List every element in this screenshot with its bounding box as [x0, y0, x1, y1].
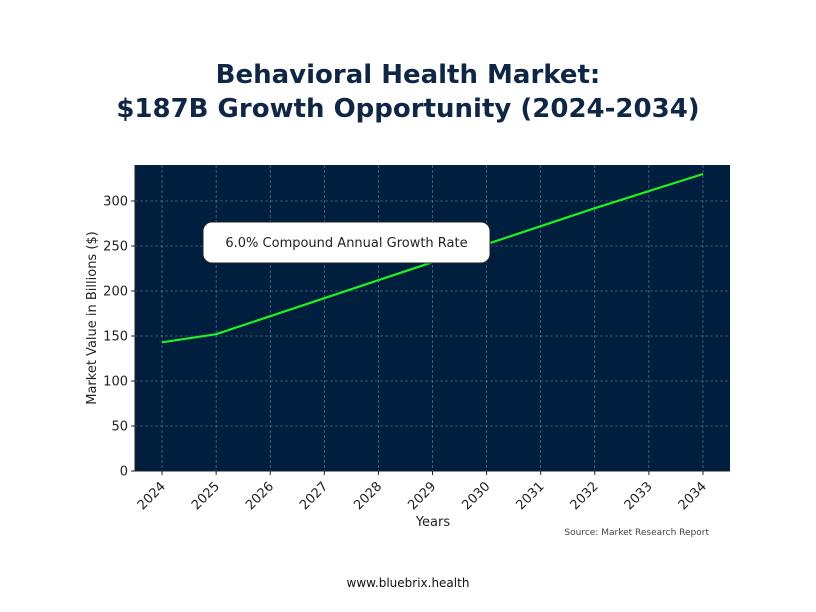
y-ticks: 0 50 100 150 200 250 300 [103, 195, 135, 480]
x-tick-label: 2032 [568, 479, 602, 513]
x-tick-label: 2030 [459, 479, 493, 513]
x-axis-label: Years [415, 515, 451, 530]
x-tick-label: 2025 [189, 479, 223, 513]
source-note: Source: Market Research Report [564, 528, 709, 538]
chart-title-line1: Behavioral Health Market: [215, 60, 601, 90]
x-ticks: 2024 2025 2026 2027 2028 2029 2030 2031 2032 2033… [135, 471, 710, 513]
y-tick-label: 200 [103, 285, 128, 300]
x-tick-label: 2026 [243, 479, 277, 513]
annotation-box [202, 221, 491, 264]
x-tick-label: 2028 [351, 479, 385, 513]
x-tick-label: 2027 [297, 479, 331, 513]
x-tick-label: 2031 [514, 479, 548, 513]
y-tick-label: 300 [103, 195, 128, 210]
y-axis-label: Market Value in Billions ($) [85, 231, 100, 405]
x-tick-label: 2034 [676, 479, 710, 513]
y-tick-label: 100 [103, 375, 128, 390]
grid-lines [135, 165, 730, 471]
footer-url: www.bluebrix.health [346, 576, 470, 590]
chart-title-line2: $187B Growth Opportunity (2024-2034) [116, 94, 700, 124]
x-tick-label: 2024 [135, 479, 169, 513]
y-tick-label: 250 [103, 240, 128, 255]
x-tick-label: 2029 [405, 479, 439, 513]
y-tick-label: 150 [103, 330, 128, 345]
y-tick-label: 0 [120, 465, 128, 480]
annotation-text: 6.0% Compound Annual Growth Rate [225, 236, 467, 251]
x-tick-label: 2033 [622, 479, 656, 513]
chart-title: Behavioral Health Market: $187B Growth O… [0, 58, 816, 126]
annotation-group: 6.0% Compound Annual Growth Rate [202, 221, 491, 264]
y-tick-label: 50 [111, 420, 128, 435]
